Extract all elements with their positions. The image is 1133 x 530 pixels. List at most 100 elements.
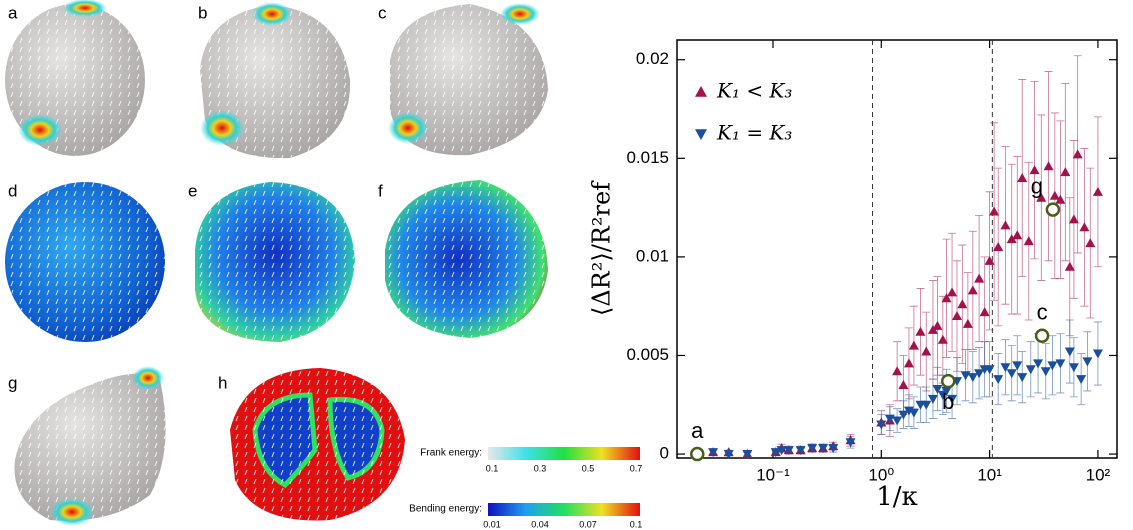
marker (967, 373, 978, 383)
marker (1055, 194, 1066, 204)
marker (1092, 186, 1103, 196)
marker (989, 206, 1000, 216)
marker (908, 408, 919, 418)
colorbar-tick-label: 0.04 (531, 519, 549, 529)
marker (915, 326, 926, 336)
annotation-marker (1045, 202, 1061, 217)
y-tick-label: 0.01 (636, 246, 669, 265)
marker (892, 416, 903, 426)
marker (1068, 363, 1079, 373)
colorbar (488, 447, 640, 460)
marker (947, 394, 958, 404)
x-axis-label: 1/κ (876, 482, 918, 512)
marker (876, 420, 887, 430)
marker (742, 450, 753, 460)
marker (1068, 214, 1079, 224)
marker (1000, 220, 1011, 230)
marker (1092, 349, 1103, 359)
marker (708, 448, 719, 458)
panel-label: e (188, 181, 197, 200)
marker (1000, 363, 1011, 373)
x-tick-label: 10⁻¹ (756, 465, 790, 484)
marker (1006, 234, 1017, 244)
marker (947, 287, 958, 297)
colorbar-tick-label: 0.1 (630, 519, 643, 529)
x-tick-label: 10⁰ (868, 465, 894, 484)
marker (898, 410, 909, 420)
marker (1012, 230, 1023, 240)
panel-label: d (8, 181, 17, 200)
marker (903, 358, 914, 368)
marker (1017, 173, 1028, 183)
marker (1060, 167, 1071, 177)
legend-marker (695, 129, 707, 140)
legend-marker (695, 86, 707, 97)
marker (921, 346, 932, 356)
marker (1055, 359, 1066, 369)
marker (1049, 190, 1060, 200)
marker (957, 299, 968, 309)
y-tick-label: 0.015 (626, 148, 669, 167)
panel-labels: a b c d e f g h (8, 3, 387, 392)
panel-label: h (218, 373, 227, 392)
panel-label: f (378, 181, 383, 200)
marker (941, 293, 952, 303)
annotation-label: c (1037, 300, 1048, 325)
colorbar-tick-label: 0.7 (630, 463, 643, 473)
marker (770, 448, 781, 458)
colorbar-title: Bending energy: (409, 504, 482, 515)
marker (974, 273, 985, 283)
marker (1006, 369, 1017, 379)
y-axis-label: ⟨ΔR²⟩/R²ref (588, 180, 616, 316)
marker (898, 380, 909, 390)
legend-label: K₁ < K₃ (716, 79, 792, 103)
marker (932, 384, 943, 394)
colorbar (488, 503, 640, 516)
marker (1064, 261, 1075, 271)
marker (984, 365, 995, 375)
y-tick-label: 0.005 (626, 345, 669, 364)
marker (941, 386, 952, 396)
colorbar-title: Frank energy: (420, 448, 482, 459)
marker (1012, 361, 1023, 371)
marker (979, 307, 990, 317)
marker (1079, 222, 1090, 232)
marker (932, 320, 943, 330)
panel-label: b (198, 3, 207, 22)
y-tick-label: 0 (660, 444, 669, 463)
colorbar-tick-label: 0.3 (534, 463, 547, 473)
annotation-marker (1034, 328, 1050, 344)
marker (974, 369, 985, 379)
marker (993, 242, 1004, 252)
marker (952, 311, 963, 321)
panel-label: c (378, 3, 387, 22)
legend-label: K₁ = K₃ (716, 121, 792, 145)
marker (993, 375, 1004, 385)
marker (1023, 236, 1034, 246)
marker (845, 438, 856, 448)
marker (1040, 367, 1051, 377)
marker (962, 318, 973, 328)
plot-frame (676, 39, 1118, 459)
annotation-marker (690, 446, 705, 462)
marker (1082, 357, 1093, 367)
marker (1043, 161, 1054, 171)
marker (1076, 375, 1087, 385)
x-tick-label: 10² (1086, 465, 1111, 484)
marker (984, 255, 995, 265)
marker (937, 334, 948, 344)
marker (818, 444, 829, 454)
marker (1036, 192, 1047, 202)
annotation-label: b (942, 389, 954, 414)
marker (1029, 165, 1040, 175)
marker (795, 446, 806, 456)
marker (927, 394, 938, 404)
colorbar-tick-label: 0.01 (483, 519, 501, 529)
marker (1047, 361, 1058, 371)
colorbar-tick-label: 0.07 (579, 519, 597, 529)
x-tick-label: 10¹ (977, 465, 1002, 484)
marker (1085, 238, 1096, 248)
marker (1072, 149, 1083, 159)
panel-label: a (8, 3, 18, 22)
